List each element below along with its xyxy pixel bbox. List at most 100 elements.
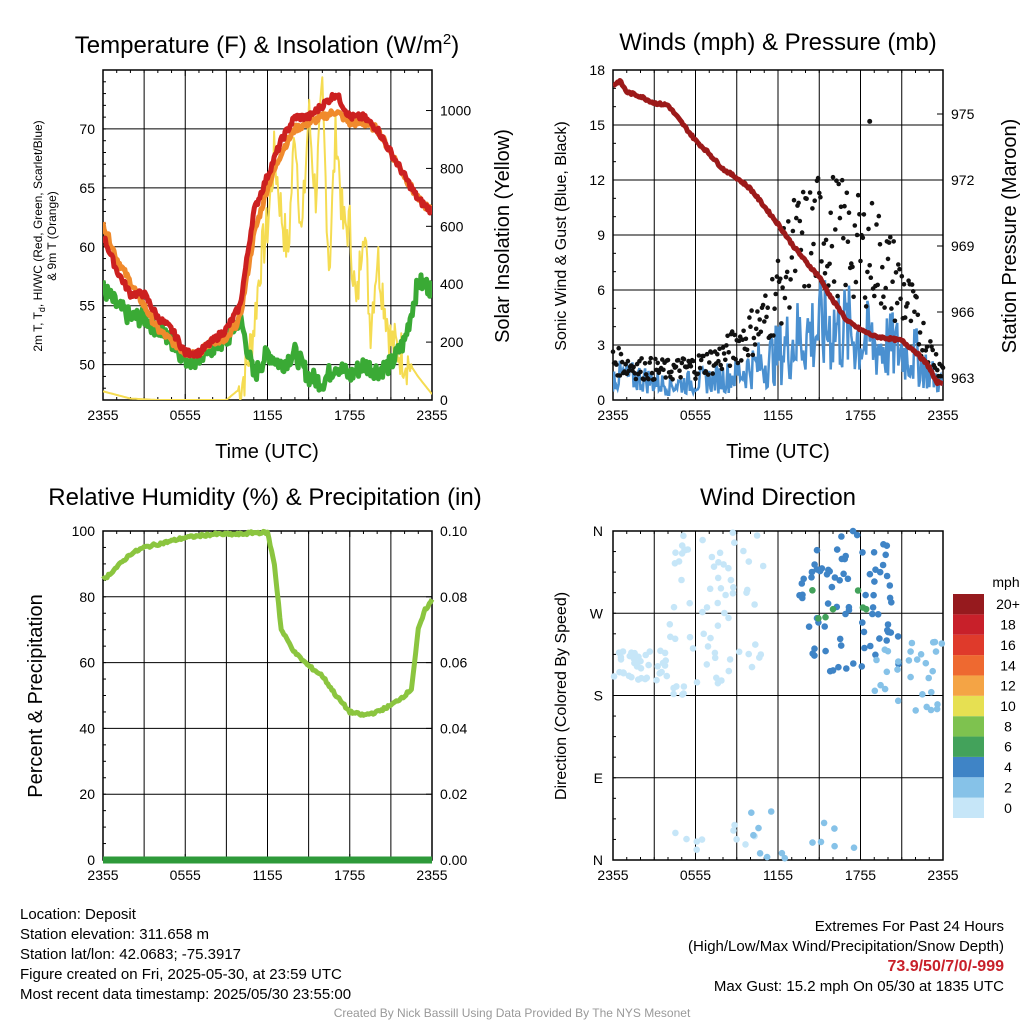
figure-created: Figure created on Fri, 2025-05-30, at 23…	[20, 966, 342, 983]
wind-direction-point	[854, 587, 862, 594]
gust-point	[610, 349, 616, 355]
gust-point	[836, 181, 841, 187]
gust-point	[685, 364, 690, 370]
gust-point	[867, 263, 872, 268]
wind-direction-point	[620, 669, 627, 677]
gust-point	[815, 175, 821, 181]
gust-point	[633, 376, 639, 382]
winds-x-tick-label: 2355	[927, 407, 958, 423]
wind-direction-y-tick-label: E	[594, 770, 603, 786]
wind-direction-point	[700, 630, 707, 638]
colorbar-swatch	[953, 777, 984, 798]
gust-point	[909, 282, 915, 287]
wind-direction-point	[654, 663, 661, 670]
wind-direction-point	[883, 668, 891, 676]
gust-point	[878, 301, 884, 306]
gust-point	[876, 213, 882, 219]
gust-point	[888, 234, 893, 240]
winds-y-tick-label: 12	[589, 172, 605, 188]
gust-point	[865, 269, 870, 275]
temperature-series-temp	[103, 91, 432, 359]
gust-point	[915, 312, 921, 318]
temperature-series-solar	[103, 76, 432, 400]
temperature-x-axis-label: Time (UTC)	[215, 441, 319, 463]
gust-point	[626, 368, 632, 374]
gust-point	[861, 212, 867, 217]
wind-direction-point	[850, 844, 858, 851]
wind-direction-point	[938, 640, 946, 647]
wind-direction-x-tick-label: 2355	[597, 867, 628, 883]
colorbar-label: 18	[1000, 617, 1016, 633]
wind-direction-point	[672, 829, 679, 837]
wind-direction-x-tick-label: 0555	[680, 867, 711, 883]
gust-point	[716, 358, 721, 364]
gust-point	[855, 192, 861, 198]
winds-x-tick-label: 2355	[597, 407, 628, 423]
gust-point	[839, 177, 845, 183]
gust-point	[902, 315, 908, 320]
gust-point	[802, 284, 807, 289]
gust-point	[917, 330, 923, 335]
wind-direction-point	[689, 645, 697, 652]
wind-direction-point	[845, 603, 853, 611]
wind-direction-point	[730, 827, 737, 834]
gust-point	[715, 351, 720, 357]
wind-direction-point	[672, 549, 679, 556]
pressure-y-tick-label: 972	[951, 172, 975, 188]
gust-point	[796, 200, 801, 206]
latest-timestamp: Most recent data timestamp: 2025/05/30 2…	[20, 986, 352, 1003]
gust-point	[790, 228, 796, 234]
winds-x-tick-label: 0555	[680, 407, 711, 423]
solar-y-tick-label: 400	[440, 276, 464, 292]
wind-direction-point	[675, 558, 683, 565]
wind-direction-point	[883, 572, 891, 580]
wind-direction-point	[631, 649, 638, 657]
wind-direction-point	[862, 591, 869, 599]
solar-y-tick-label: 1000	[440, 103, 471, 119]
wind-direction-point	[826, 667, 834, 675]
gust-point	[787, 305, 792, 310]
wind-direction-point	[850, 660, 857, 667]
gust-point	[881, 294, 886, 300]
humidity-panel: Relative Humidity (%) & Precipitation (i…	[25, 484, 482, 798]
gust-point	[679, 360, 685, 366]
gust-point	[727, 363, 733, 369]
wind-direction-point	[869, 604, 877, 611]
wind-direction-point	[680, 532, 687, 540]
colorbar-swatch	[953, 655, 984, 676]
solar-y-tick-label: 800	[440, 160, 464, 176]
colorbar-swatch	[953, 594, 984, 615]
colorbar-swatch	[953, 675, 984, 696]
winds-y-tick-label: 15	[589, 117, 605, 133]
gust-point	[854, 232, 860, 238]
winds-panel-title: Winds (mph) & Pressure (mb)	[619, 29, 936, 56]
wind-direction-point	[670, 603, 678, 611]
wind-direction-point	[799, 594, 806, 602]
wind-direction-point	[869, 610, 876, 618]
gust-point	[842, 203, 847, 209]
gust-point	[641, 377, 647, 382]
winds-y-tick-label: 3	[597, 337, 605, 353]
gust-point	[794, 215, 799, 221]
gust-point	[774, 274, 780, 279]
precip-y-tick-label: 0.06	[440, 655, 467, 671]
wind-direction-point	[817, 838, 825, 846]
colorbar-label: 4	[1004, 759, 1012, 775]
gust-point	[696, 353, 702, 358]
gust-point	[938, 373, 943, 379]
gust-point	[850, 264, 855, 270]
wind-direction-point	[818, 565, 826, 572]
wind-direction-point	[894, 666, 901, 673]
wind-direction-point	[714, 679, 722, 687]
gust-point	[822, 271, 828, 276]
wind-direction-point	[663, 672, 671, 680]
winds-y-axis-label: Sonic Wind & Gust (Blue, Black)	[553, 121, 570, 350]
wind-direction-point	[912, 707, 919, 714]
wind-direction-point	[809, 587, 816, 594]
wind-direction-point	[727, 576, 735, 584]
wind-direction-point	[610, 673, 618, 680]
extremes-subheading: (High/Low/Max Wind/Precipitation/Snow De…	[688, 938, 1004, 955]
gust-point	[885, 256, 891, 262]
wind-direction-point	[874, 611, 882, 618]
